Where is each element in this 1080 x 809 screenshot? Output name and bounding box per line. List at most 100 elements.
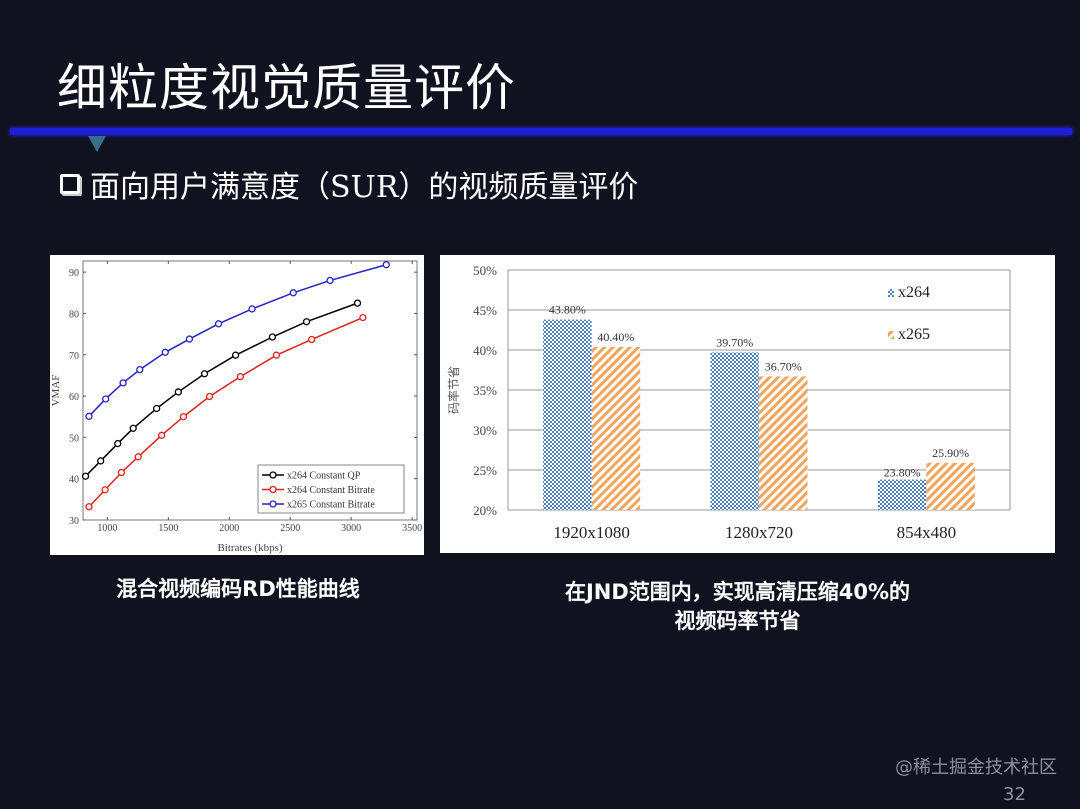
- right-caption-line2: 视频码率节省: [674, 609, 801, 633]
- x-tick-label: 1500: [158, 523, 178, 534]
- data-point: [353, 299, 362, 307]
- data-point: [289, 289, 297, 297]
- subtitle-bullet: 面向用户满意度（SUR）的视频质量评价: [60, 162, 638, 206]
- data-label: 36.70%: [765, 359, 802, 373]
- y-tick-label: 90: [69, 268, 79, 279]
- series-line-0: [85, 302, 358, 477]
- x-tick-label: 3500: [402, 523, 422, 534]
- y-tick-label: 20%: [473, 503, 497, 518]
- legend-label: x264 Constant Bitrate: [287, 485, 375, 496]
- y-tick-label: 35%: [473, 383, 497, 398]
- data-point: [272, 351, 281, 359]
- bar-x264: [543, 319, 592, 510]
- data-label: 43.80%: [549, 303, 586, 317]
- legend-label: x265: [898, 326, 930, 343]
- y-tick-label: 45%: [473, 303, 497, 318]
- bar-x265: [926, 462, 975, 510]
- bar-x265: [591, 346, 641, 510]
- y-tick-label: 50: [69, 433, 79, 444]
- bitrate-saving-chart: 20% 25% 30% 35% 40% 45% 50% 码率节省 1920x1080 43.80%…: [440, 255, 1055, 553]
- y-axis-label: 码率节省: [446, 366, 461, 414]
- data-point: [214, 320, 223, 328]
- legend-label: x264 Constant QP: [287, 471, 361, 482]
- data-label: 39.70%: [716, 335, 753, 349]
- data-point: [359, 313, 367, 322]
- legend-marker: [269, 485, 277, 494]
- bar-x264: [710, 352, 759, 510]
- y-tick-label: 25%: [473, 463, 497, 478]
- data-point: [102, 395, 110, 403]
- checkbox-bullet-icon: [60, 174, 80, 194]
- y-tick-label: 40: [69, 475, 79, 486]
- x-tick-label: 2500: [280, 523, 300, 534]
- data-point: [117, 468, 126, 477]
- data-point: [236, 373, 245, 381]
- right-caption-line1: 在JND范围内，实现高清压缩40%的: [564, 580, 911, 604]
- rd-curve-chart: 1000 1500 2000 2500 3000 3500 30 40 50 60 70 80 90 Bi…: [50, 255, 424, 555]
- data-point: [129, 424, 137, 432]
- legend-marker: [269, 500, 277, 508]
- data-point: [382, 261, 390, 269]
- data-point: [81, 472, 90, 480]
- subtitle-text: 面向用户满意度（SUR）的视频质量评价: [90, 170, 639, 205]
- data-point: [161, 348, 169, 356]
- rd-curve-svg: 1000 1500 2000 2500 3000 3500 30 40 50 60 70 80 90 Bi…: [50, 260, 422, 554]
- legend-swatch-x264: [888, 289, 894, 297]
- plot-frame: [82, 260, 418, 521]
- category-label: 854x480: [897, 523, 957, 542]
- data-point: [231, 351, 240, 359]
- data-point: [114, 439, 122, 448]
- title-divider: [10, 128, 1072, 135]
- y-tick-label: 30%: [473, 423, 497, 438]
- data-label: 25.90%: [932, 446, 969, 460]
- data-point: [157, 431, 166, 439]
- legend-label: x264: [898, 284, 930, 301]
- y-tick-label: 70: [69, 351, 79, 362]
- data-point: [268, 333, 277, 341]
- y-tick-label: 80: [69, 309, 79, 320]
- series-line-2: [88, 263, 387, 417]
- data-point: [302, 318, 311, 326]
- data-point: [136, 365, 144, 374]
- data-point: [85, 412, 93, 420]
- data-point: [205, 392, 214, 401]
- data-point: [308, 335, 316, 344]
- data-point: [119, 379, 127, 387]
- data-point: [134, 453, 142, 461]
- data-label: 40.40%: [597, 330, 634, 344]
- data-label: 23.80%: [884, 466, 921, 480]
- data-point: [174, 388, 182, 396]
- y-tick-label: 30: [69, 516, 79, 527]
- page-number: 32: [1003, 784, 1026, 805]
- x-tick-label: 1000: [97, 523, 117, 534]
- data-point: [200, 370, 209, 378]
- legend-marker: [269, 471, 277, 479]
- slide-title: 细粒度视觉质量评价: [57, 59, 516, 117]
- y-tick-label: 50%: [473, 263, 497, 278]
- data-point: [101, 486, 109, 494]
- legend-label: x265 Constant Bitrate: [287, 500, 375, 511]
- data-point: [152, 404, 161, 413]
- right-chart-caption: 在JND范围内，实现高清压缩40%的 视频码率节省: [500, 578, 975, 636]
- data-point: [97, 457, 105, 465]
- data-point: [326, 276, 334, 285]
- data-point: [185, 335, 194, 343]
- category-label: 1280x720: [725, 523, 793, 542]
- legend-swatch-x265: [888, 331, 894, 339]
- bitrate-saving-svg: 20% 25% 30% 35% 40% 45% 50% 码率节省 1920x1080 43.80%…: [446, 263, 1011, 542]
- bar-x265: [759, 376, 808, 510]
- left-chart-caption: 混合视频编码RD性能曲线: [116, 577, 360, 601]
- data-point: [179, 413, 188, 421]
- y-tick-label: 40%: [473, 343, 497, 358]
- x-tick-label: 3000: [341, 523, 361, 534]
- data-point: [248, 305, 256, 313]
- bar-x264: [877, 479, 927, 510]
- x-tick-label: 2000: [219, 523, 239, 534]
- x-axis-label: Bitrates (kbps): [217, 542, 282, 554]
- y-axis-label: VMAF: [50, 375, 62, 407]
- watermark: @稀土掘金技术社区: [895, 757, 1057, 778]
- triangle-marker-icon: [88, 136, 106, 152]
- category-label: 1920x1080: [553, 523, 630, 542]
- data-point: [85, 503, 93, 511]
- y-tick-label: 60: [69, 392, 79, 403]
